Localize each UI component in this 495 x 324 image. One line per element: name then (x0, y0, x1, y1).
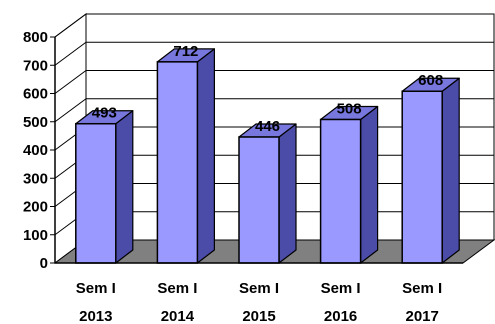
y-tick-label: 100 (23, 227, 48, 244)
bar-side (278, 123, 297, 264)
x-tick-label: 2015 (242, 308, 275, 324)
bar-front (319, 118, 362, 264)
y-tick-label: 800 (23, 29, 48, 46)
bar-side (196, 48, 215, 264)
gridline-side (54, 13, 87, 38)
data-label: 712 (173, 43, 198, 60)
y-tick-label: 0 (40, 255, 48, 272)
bar-side (115, 110, 134, 264)
bar (156, 48, 215, 264)
y-tick-label: 700 (23, 57, 48, 74)
bar (401, 77, 460, 264)
bar (75, 110, 134, 264)
y-tick-label: 600 (23, 86, 48, 103)
x-tick-label: Sem I (76, 280, 116, 297)
bar-front (238, 136, 280, 264)
x-tick-label: Sem I (157, 280, 197, 297)
bar-side (441, 77, 460, 264)
data-labels: 493 712 446 508 608 (92, 43, 443, 135)
x-tick-label: Sem I (239, 280, 279, 297)
bar-side (360, 105, 379, 264)
y-tick-label: 500 (23, 114, 48, 131)
bars (75, 48, 460, 264)
x-tick-label: Sem I (321, 280, 361, 297)
x-tick-label: 2014 (161, 308, 195, 324)
x-tick-label: 2013 (79, 308, 112, 324)
y-tick-label: 300 (23, 170, 48, 187)
gridline-side (54, 98, 87, 123)
data-label: 446 (255, 118, 280, 135)
gridline-side (54, 70, 87, 94)
y-tick-label: 400 (23, 142, 48, 159)
x-tick-label: 2016 (324, 308, 357, 324)
bar-front (75, 122, 117, 264)
y-axis: 0 100 200 300 400 500 600 700 800 (23, 29, 56, 272)
bar-front (401, 90, 443, 264)
data-label: 508 (337, 100, 362, 117)
bar-front (156, 61, 199, 264)
data-label: 608 (418, 72, 443, 89)
bar (319, 105, 379, 264)
x-axis: Sem I 2013 Sem I 2014 Sem I 2015 Sem I 2016 Sem … (55, 262, 463, 324)
x-tick-label: 2017 (406, 308, 439, 324)
y-tick-label: 200 (23, 199, 48, 216)
x-tick-label: Sem I (402, 280, 442, 297)
bar (238, 123, 297, 264)
gridline-side (54, 41, 87, 66)
data-label: 493 (92, 105, 117, 122)
